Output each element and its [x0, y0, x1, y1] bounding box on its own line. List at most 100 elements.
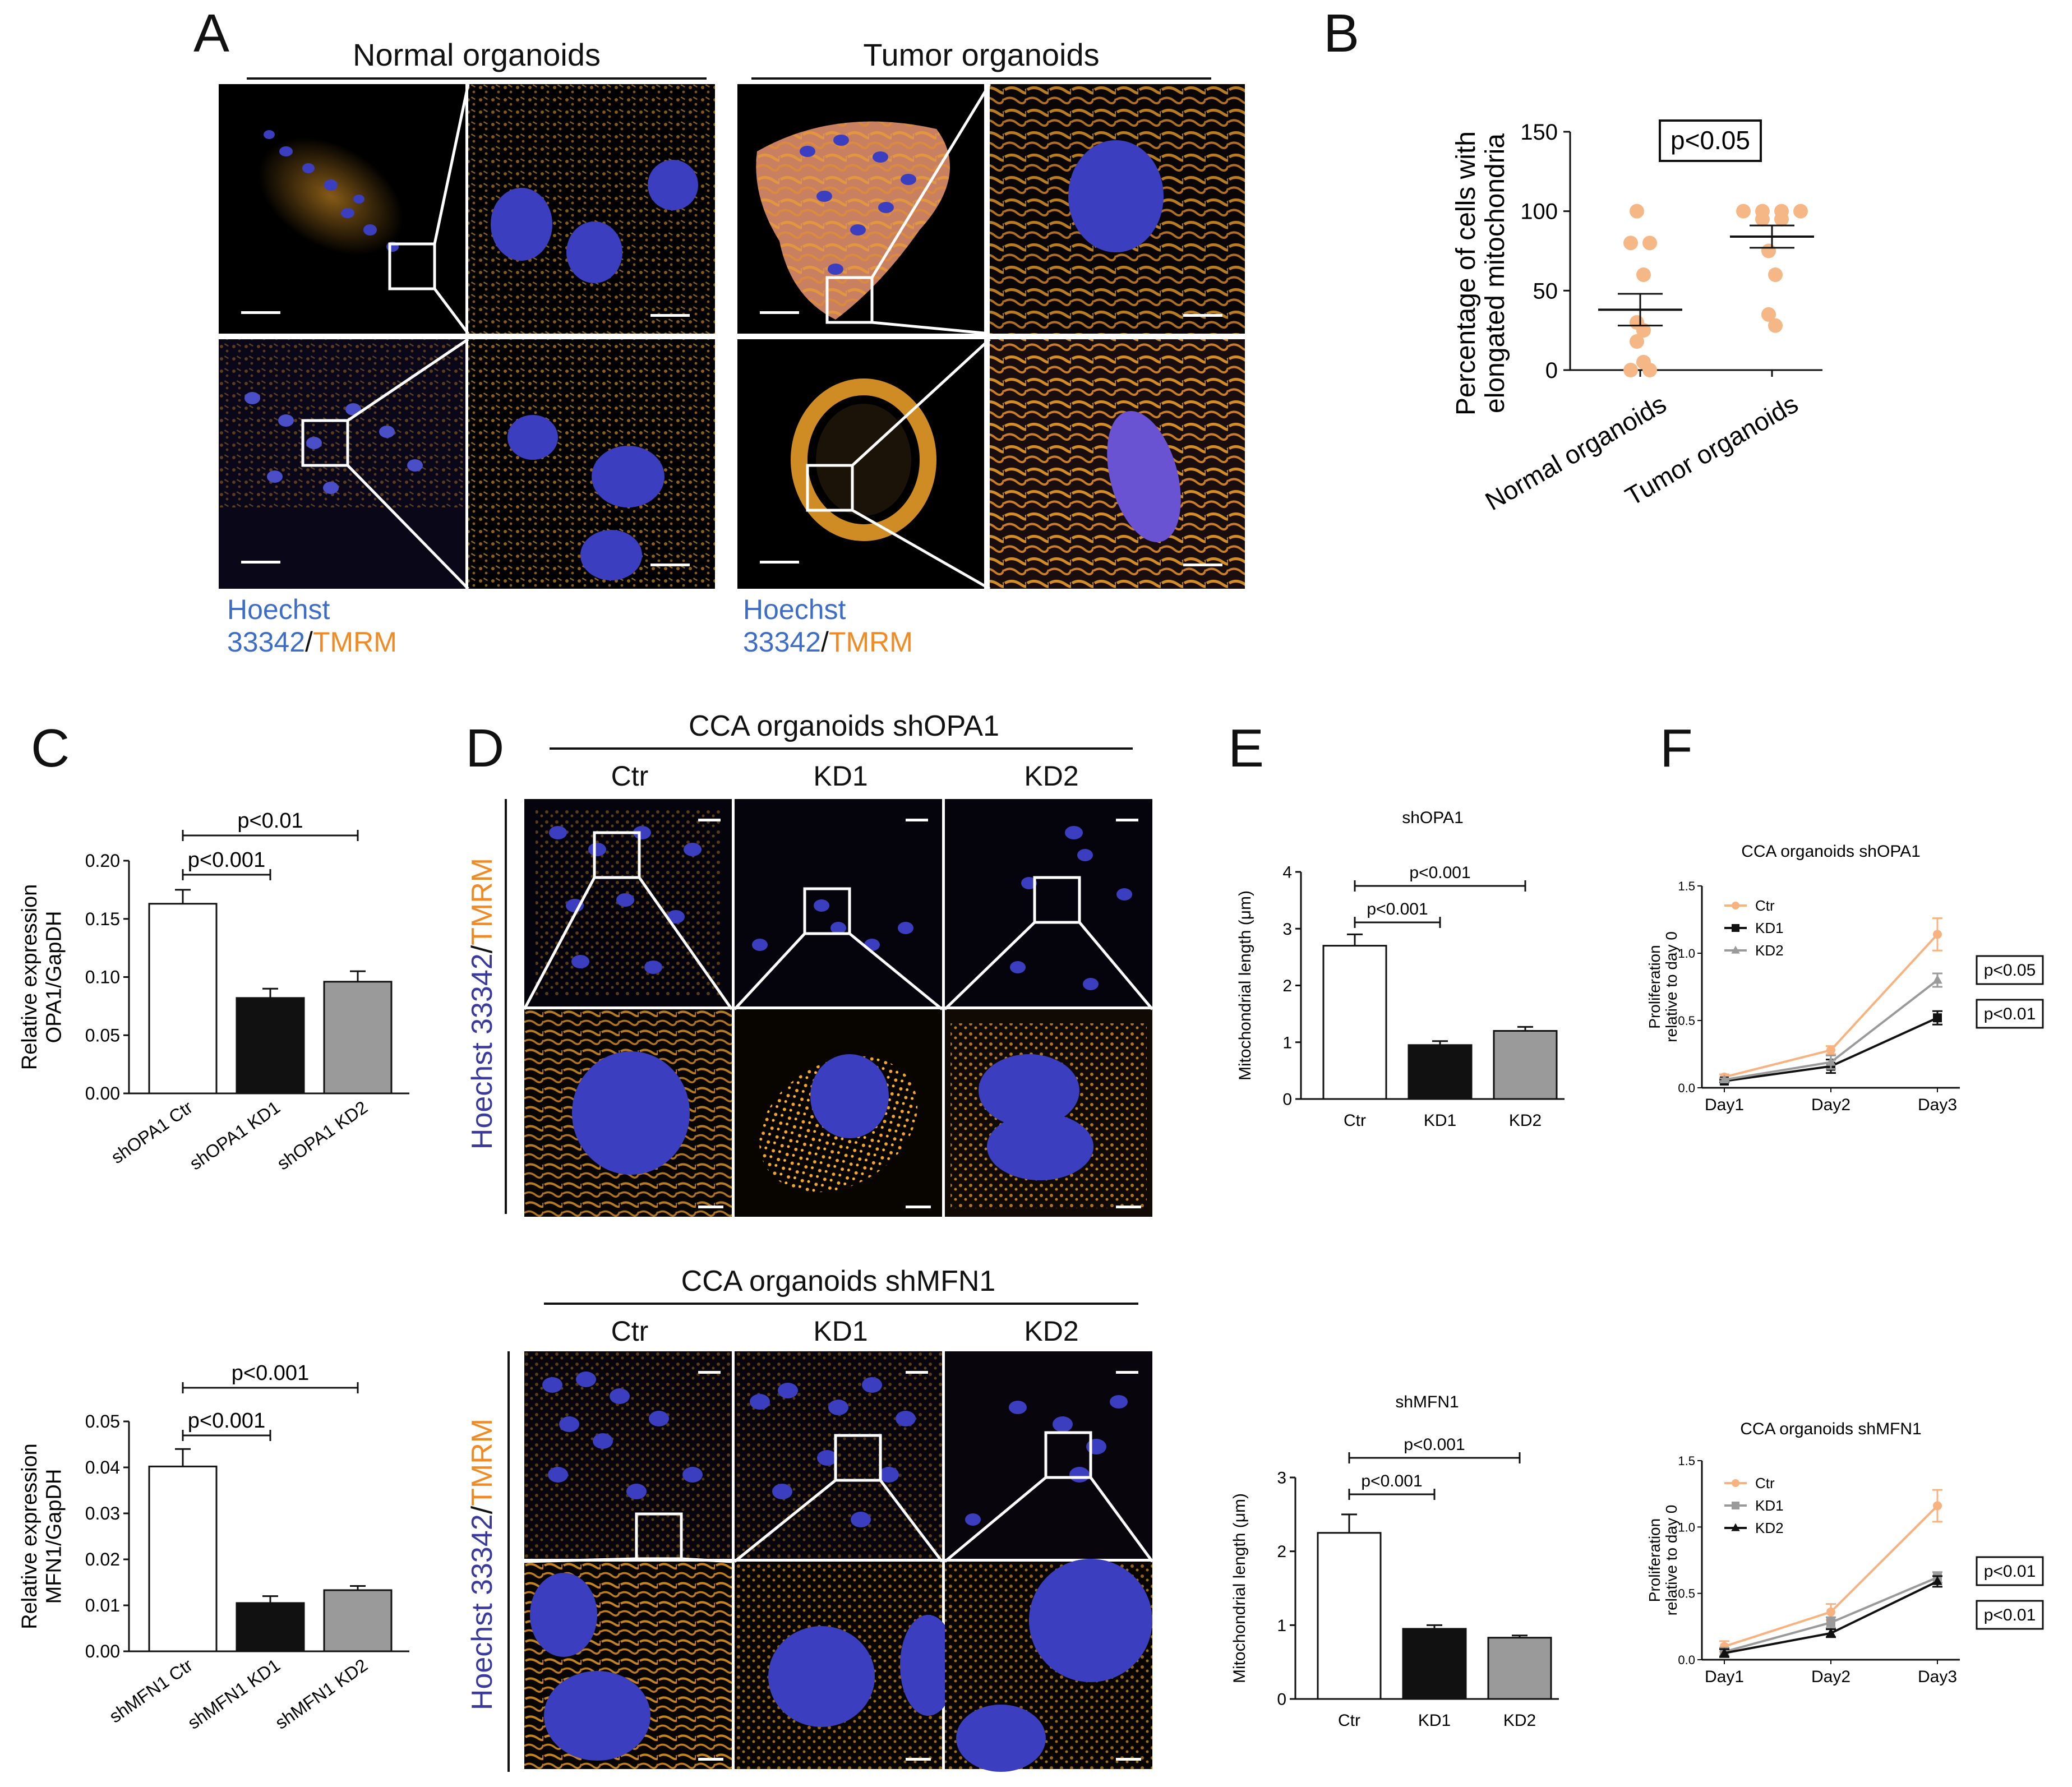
tumor-organoid-zoom-2	[990, 339, 1245, 589]
marker-triangle	[1826, 1056, 1836, 1066]
d-bottom-underline	[544, 1303, 1138, 1305]
y-tick-label: 1.5	[1678, 879, 1695, 893]
x-tick-label: shOPA1 Ctr	[107, 1097, 196, 1167]
x-tick-label: KD1	[1424, 1111, 1456, 1130]
side-separator: /	[466, 1506, 499, 1514]
y-axis-label: Mitochondrial length (μm)	[1230, 1493, 1249, 1683]
y-axis-label: MFN1/GapDH	[43, 1469, 66, 1604]
d-bottom-column-labels: Ctr KD1 KD2	[524, 1315, 1158, 1347]
col-label-kd1: KD1	[813, 1315, 868, 1347]
col-label-kd2: KD2	[1024, 760, 1079, 792]
chart-c-mfn1-expression: 0.00 0.01 0.02 0.03 0.04 0.05 Relative express…	[18, 1361, 409, 1733]
bar-shopa1-ctr	[148, 903, 218, 1095]
p-value-label: p<0.01	[1984, 1005, 2036, 1023]
y-tick-label: 0	[1282, 1091, 1292, 1109]
tumor-organoid-overview-1	[737, 84, 984, 334]
x-tick-label: KD2	[1509, 1111, 1542, 1130]
legend-a-tumor: Hoechst 33342/TMRM	[743, 593, 913, 658]
y-tick-label: 100	[1520, 200, 1558, 224]
y-tick-label: 0.00	[85, 1083, 120, 1103]
p-value-label: p<0.01	[1984, 1562, 2036, 1581]
marker-circle	[1732, 902, 1739, 909]
p-value-label: p<0.001	[188, 1409, 265, 1433]
hoechst-label: Hoechst 33342	[227, 594, 330, 658]
y-tick-label: 0.5	[1678, 1587, 1695, 1601]
data-point	[1761, 307, 1776, 322]
d-bottom-side-label: Hoechst 33342/TMRM	[465, 1396, 499, 1733]
y-axis-label: elongated mitochondria	[1480, 133, 1510, 413]
x-tick-label: shMFN1 Ctr	[105, 1655, 196, 1727]
x-tick-label: Day3	[1918, 1668, 1957, 1686]
data-point	[1636, 323, 1651, 338]
marker-square	[1933, 1013, 1942, 1023]
y-tick-label: 0	[1545, 358, 1558, 383]
chart-title: CCA organoids shOPA1	[1741, 842, 1921, 861]
x-tick-label: Ctr	[1338, 1711, 1360, 1730]
p-value-box	[1976, 1556, 2044, 1586]
y-tick-label: 0.15	[85, 909, 120, 929]
y-tick-label: 1.5	[1678, 1454, 1695, 1468]
p-value-box	[1976, 955, 2044, 985]
p-value-label: p<0.001	[1409, 864, 1470, 882]
col-label-ctr: Ctr	[611, 1315, 649, 1347]
marker-circle	[1826, 1607, 1835, 1617]
d-top-side-bar	[505, 799, 507, 1214]
micrograph-grid-d-bottom	[524, 1351, 1154, 1772]
p-value-box	[1976, 999, 2044, 1029]
bar-shmfn1-ctr	[148, 1465, 218, 1652]
chart-e-shmfn1-length: shMFN1 0 1 2 3 Mitochondrial length (μm) Ctr KD…	[1230, 1393, 1559, 1730]
y-axis-label: OPA1/GapDH	[43, 911, 66, 1043]
data-point	[1623, 236, 1638, 251]
normal-organoid-overview-1	[219, 84, 465, 334]
d-bottom-kd1-overview	[735, 1351, 942, 1559]
y-tick-label: 0.10	[85, 967, 120, 987]
chart-e-shopa1-length: shOPA1 0 1 2 3 4 Mitochondrial length (μm) Ctr K…	[1236, 809, 1565, 1130]
tmrm-label: TMRM	[466, 1418, 499, 1506]
y-axis-label: Mitochondrial length (μm)	[1236, 890, 1254, 1080]
y-tick-label: 4	[1282, 864, 1292, 882]
y-tick-label: 0.0	[1678, 1081, 1695, 1095]
x-tick-label: Day1	[1705, 1668, 1744, 1686]
bar-kd1	[1402, 1628, 1467, 1700]
x-tick-label: shMFN1 KD1	[184, 1655, 284, 1733]
tumor-title-underline	[751, 77, 1211, 80]
data-point	[1774, 211, 1789, 227]
p-value-label: p<0.05	[1984, 961, 2036, 980]
y-tick-label: 2	[1282, 977, 1292, 995]
legend-a-normal: Hoechst 33342/TMRM	[227, 593, 397, 658]
chart-f-shopa1-proliferation: CCA organoids shOPA1 0.0 0.5 1.0 1.5 Prolifer…	[1646, 842, 2044, 1114]
y-tick-label: 0.05	[85, 1025, 120, 1045]
marker-square	[1732, 1502, 1739, 1509]
tmrm-label: TMRM	[466, 857, 499, 945]
data-point	[1630, 334, 1644, 349]
panel-letter-d: D	[465, 718, 505, 778]
bar-kd2	[1493, 1030, 1558, 1100]
data-point	[1761, 243, 1776, 258]
bar-shmfn1-kd2	[323, 1589, 393, 1652]
marker-circle	[1732, 1479, 1739, 1487]
panel-letter-a: A	[193, 3, 230, 63]
p-value-label: p<0.001	[1361, 1472, 1422, 1490]
p-value-label: p<0.05	[1670, 126, 1750, 155]
normal-organoid-overview-2	[219, 339, 465, 589]
y-axis-label: Proliferation	[1646, 1518, 1663, 1602]
p-value-label: p<0.001	[1367, 900, 1428, 918]
y-axis-label: Relative expression	[18, 1443, 41, 1629]
bar-ctr	[1317, 1532, 1382, 1700]
data-point	[1755, 211, 1770, 227]
data-point	[1642, 236, 1657, 251]
micrograph-grid-d-top	[524, 799, 1153, 1217]
bar-kd1	[1408, 1044, 1473, 1100]
x-tick-label: KD1	[1418, 1711, 1451, 1730]
d-top-underline	[550, 747, 1133, 750]
p-value-label: p<0.01	[237, 809, 303, 833]
d-bottom-ctr-overview	[524, 1351, 732, 1560]
x-tick-label: shOPA1 KD2	[273, 1097, 371, 1174]
y-tick-label: 0.04	[85, 1457, 120, 1477]
y-tick-label: 0.0	[1678, 1653, 1695, 1667]
data-point	[1630, 204, 1644, 219]
y-axis-label: Relative expression	[18, 884, 41, 1070]
marker-circle	[1826, 1045, 1835, 1055]
col-label-kd2: KD2	[1024, 1315, 1079, 1347]
y-tick-label: 1.0	[1678, 946, 1695, 961]
